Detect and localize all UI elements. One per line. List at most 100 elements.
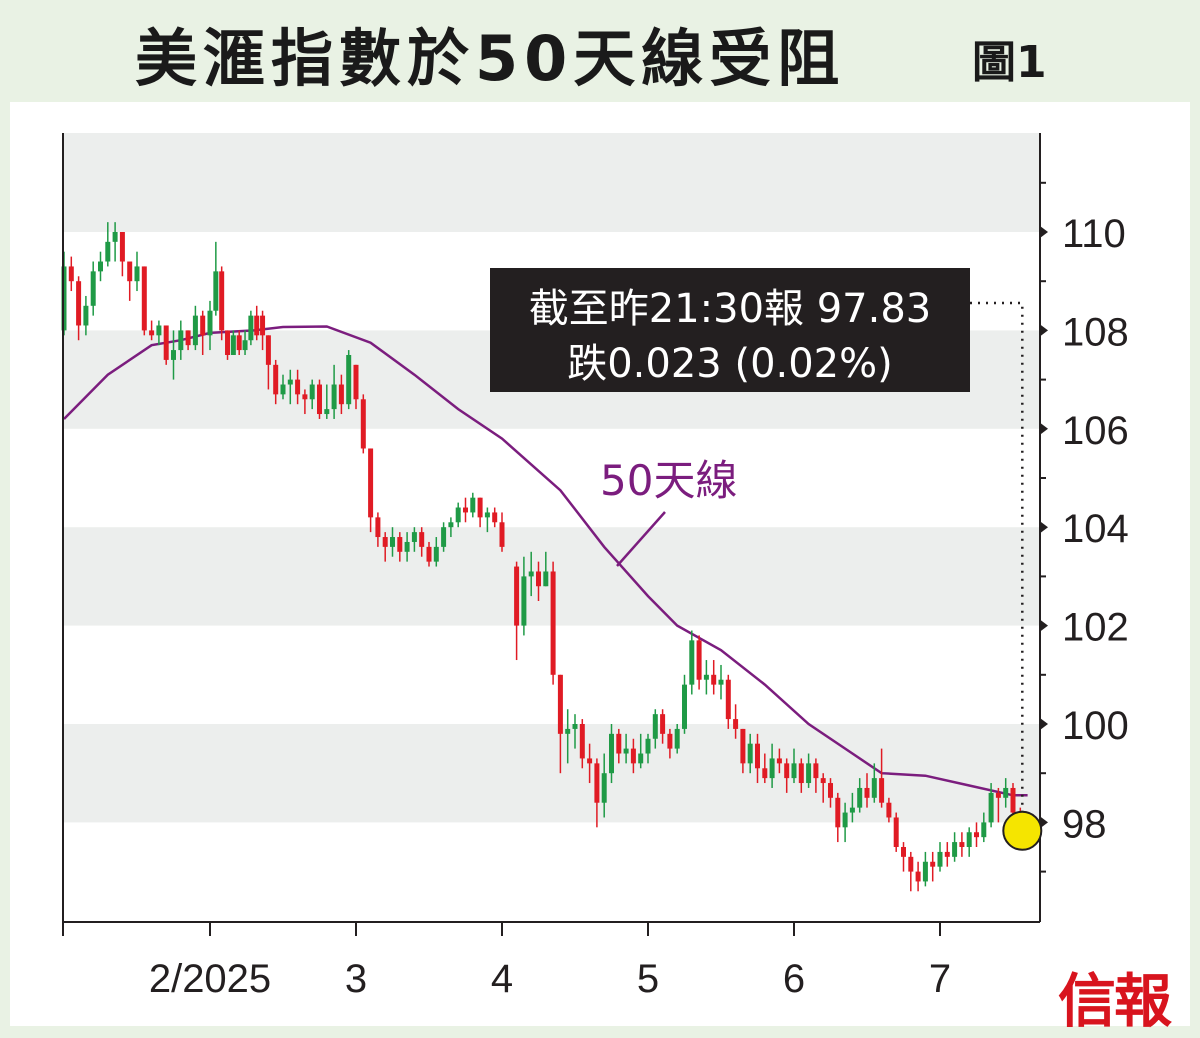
candle (886, 797, 892, 823)
candle (857, 778, 863, 813)
candle-body (886, 802, 892, 818)
candle-body (163, 325, 169, 360)
candle (630, 738, 636, 774)
candle-body (587, 758, 593, 764)
candle (930, 851, 936, 882)
candle-body (959, 842, 965, 847)
candle-body (433, 546, 439, 562)
y-tick-label: 98 (1062, 802, 1107, 846)
candle (565, 709, 571, 764)
candle (141, 266, 147, 336)
candle (638, 733, 644, 769)
candle-body (952, 842, 958, 857)
candle-body (324, 409, 330, 415)
grid-band (63, 724, 1040, 823)
candle (550, 561, 556, 685)
grid-bands (63, 133, 1040, 823)
candle (725, 674, 731, 729)
candle (966, 827, 972, 857)
candle (696, 635, 702, 690)
candle (76, 276, 82, 341)
candle-body (499, 522, 505, 547)
candle-body (893, 817, 899, 847)
candle-body (645, 738, 651, 754)
candle (879, 748, 885, 808)
candle-body (141, 266, 147, 331)
candle-body (835, 797, 841, 828)
candle-body (806, 763, 812, 784)
candle (762, 753, 768, 784)
candle (242, 330, 248, 355)
candle-body (528, 571, 534, 577)
candle-body (260, 315, 266, 336)
candle (149, 320, 155, 341)
candle-body (594, 763, 600, 803)
candle-body (382, 537, 388, 547)
candle (105, 222, 111, 267)
candle (360, 394, 366, 454)
callout-line-2: 跌0.023 (0.02%) (567, 341, 893, 387)
candlestick-chart: 110 108 106 104 102 100 98 2/2025 3 4 5 6 7 50天線 截至昨2… (61, 133, 1129, 1001)
y-tick-arrow (1040, 619, 1048, 632)
candle-body (455, 507, 461, 523)
candle-body (696, 640, 702, 680)
candle-body (740, 728, 746, 764)
candle (324, 384, 330, 419)
candle (587, 743, 593, 784)
candle (528, 551, 534, 597)
candle (893, 812, 899, 852)
candle-body (557, 674, 563, 734)
candle-body (674, 728, 680, 749)
candle-body (368, 448, 374, 518)
candle (959, 832, 965, 857)
candle-body (353, 364, 359, 400)
candle-body (995, 792, 1001, 798)
candle (995, 787, 1001, 823)
candle (309, 379, 315, 410)
candle (156, 320, 162, 346)
candle (433, 537, 439, 567)
candle-body (784, 763, 790, 779)
candle-body (225, 330, 231, 355)
candle (609, 724, 614, 784)
brand-logo: 信報 (1058, 967, 1172, 1035)
candle-body (747, 743, 753, 764)
y-tick-label: 100 (1062, 704, 1129, 748)
candle-body (492, 512, 498, 523)
candle (922, 851, 928, 887)
candle (295, 369, 301, 405)
axes-layer (62, 133, 1048, 936)
candle-body (689, 640, 695, 685)
candle-body (791, 763, 797, 779)
y-tick-arrow (1040, 718, 1048, 730)
figure-number: 圖1 (972, 37, 1047, 88)
candle (937, 842, 943, 872)
candle (411, 527, 417, 552)
candle (225, 330, 231, 360)
candle (835, 792, 841, 843)
candle-body (156, 325, 162, 336)
candle-body (477, 497, 483, 518)
candle (317, 379, 322, 419)
candle-body (171, 350, 176, 360)
candle (952, 832, 958, 862)
candle (616, 728, 622, 764)
candle (426, 541, 432, 567)
y-tick-arrow (1040, 324, 1048, 337)
candle (119, 232, 125, 277)
last-price-marker (1002, 810, 1043, 851)
candle-body (302, 394, 308, 400)
candle (784, 758, 790, 793)
candle (455, 502, 461, 528)
candle-body (134, 266, 140, 282)
candle (703, 660, 709, 695)
y-tick-label: 102 (1062, 606, 1129, 650)
candle-body (565, 728, 571, 734)
candle-body (76, 281, 82, 326)
candle (1003, 778, 1009, 808)
x-tick-label: 3 (345, 957, 367, 1001)
candle-body (798, 763, 804, 784)
candle-body (127, 261, 133, 282)
candle (791, 748, 797, 784)
candle (273, 359, 279, 405)
